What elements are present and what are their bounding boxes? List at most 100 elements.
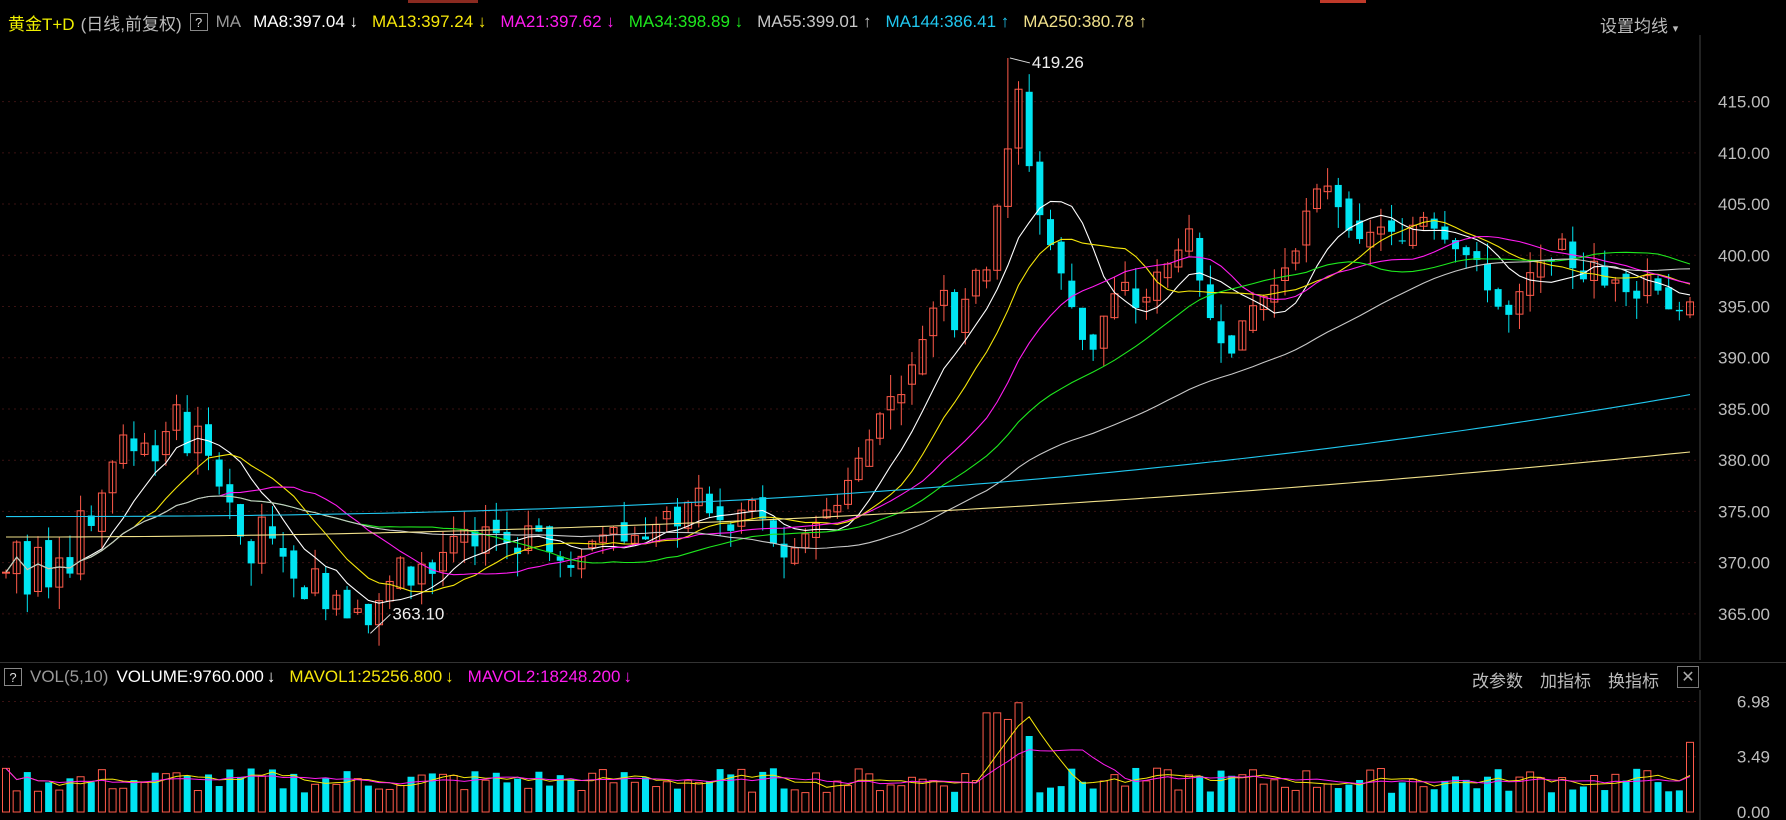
volume-bar: [2, 767, 10, 813]
volume-bar: [161, 773, 170, 813]
candle-body: [1686, 301, 1694, 316]
candle-body: [45, 540, 53, 588]
candle-body: [1473, 251, 1481, 260]
volume-bar: [1590, 775, 1599, 813]
volume-bar: [247, 768, 255, 812]
volume-value: VOLUME:9760.000: [116, 667, 264, 686]
volume-bar: [514, 778, 522, 812]
candle-body: [172, 404, 181, 431]
volume-bar: [119, 787, 128, 813]
candle-body: [1078, 307, 1086, 340]
volume-bar: [1633, 768, 1641, 812]
volume-bar: [183, 775, 191, 812]
candle-body: [322, 572, 330, 610]
candle-body: [12, 541, 21, 575]
candle-body: [694, 487, 703, 507]
candle-body: [1483, 263, 1491, 291]
volume-bar: [140, 782, 149, 813]
add-indicator-button[interactable]: 加指标: [1540, 672, 1591, 691]
volume-bar: [1099, 780, 1108, 813]
volume-bar: [332, 783, 341, 813]
y-tick-label: 410.00: [1718, 144, 1770, 163]
ma-long-line: [6, 394, 1691, 518]
candle-body: [854, 457, 863, 481]
candle-body: [1665, 287, 1673, 310]
candle-body: [620, 522, 628, 542]
candle-body: [481, 526, 490, 554]
volume-bar: [1547, 792, 1555, 812]
volume-bar: [1345, 784, 1353, 812]
candle-body: [844, 479, 852, 505]
volume-bar: [1611, 773, 1620, 813]
volume-bar: [641, 777, 649, 812]
volume-bar: [875, 790, 884, 813]
volume-bar: [215, 786, 223, 812]
volume-bar: [1185, 774, 1194, 813]
volume-chart[interactable]: 0.00 3.49 6.98: [0, 690, 1786, 820]
modify-params-button[interactable]: 改参数: [1472, 672, 1523, 691]
volume-bar: [353, 778, 362, 813]
volume-bar: [1483, 776, 1491, 812]
ma-line: [5, 219, 1691, 593]
volume-bar: [1526, 771, 1535, 813]
candle-body: [311, 568, 320, 594]
switch-indicator-button[interactable]: 换指标: [1608, 672, 1659, 691]
volume-bar: [66, 778, 74, 812]
candle-body: [993, 205, 1002, 271]
candle-body: [705, 493, 713, 514]
volume-bar: [1376, 768, 1385, 813]
candle-body: [140, 442, 149, 455]
volume-bar: [1601, 790, 1609, 812]
candle-body: [1142, 296, 1151, 303]
candle-body: [1217, 321, 1225, 344]
volume-bar: [716, 769, 724, 812]
candle-body: [108, 461, 117, 494]
candle-body: [1068, 280, 1076, 308]
candle-body: [279, 548, 287, 557]
volume-bar: [1505, 790, 1513, 812]
candle-body: [1590, 260, 1599, 281]
volume-bar: [1441, 780, 1449, 812]
volume-bar: [1163, 769, 1172, 813]
y-tick-label: 415.00: [1718, 93, 1770, 112]
set-ma-label: 设置均线: [1600, 17, 1668, 36]
candle-body: [1388, 220, 1396, 232]
volume-bar: [1270, 779, 1279, 813]
volume-bar: [1356, 779, 1364, 812]
ma-legend-item: MA8:397.04 ↓: [253, 12, 359, 31]
ma-legend-item: MA34:398.89 ↓: [628, 12, 744, 31]
candle-body: [982, 269, 991, 282]
candle-body: [247, 541, 255, 564]
volume-bar: [1217, 770, 1225, 812]
instrument-title: 黄金T+D: [8, 14, 75, 34]
volume-bar: [620, 772, 628, 812]
price-chart[interactable]: 365.00 370.00 375.00 380.00 385.00 390.00 395.…: [0, 35, 1786, 660]
volume-bar: [1675, 790, 1683, 812]
close-icon[interactable]: ✕: [1677, 666, 1699, 688]
vol-help-icon[interactable]: ?: [4, 668, 22, 686]
volume-bar: [364, 785, 372, 812]
volume-bar: [1494, 769, 1502, 812]
candle-body: [503, 531, 511, 543]
set-ma-button[interactable]: 设置均线 ▾: [1600, 12, 1678, 37]
top-tab-marker: [408, 0, 478, 3]
candle-body: [1622, 273, 1630, 293]
volume-bar: [1291, 789, 1300, 813]
candle-body: [1356, 220, 1364, 240]
vol-y-tick-label: 3.49: [1737, 748, 1770, 767]
volume-bar: [76, 776, 85, 813]
volume-bar: [23, 772, 31, 812]
help-icon[interactable]: ?: [189, 13, 208, 31]
candle-body: [151, 445, 159, 462]
volume-bar: [108, 788, 117, 813]
vol-y-tick-label: 6.98: [1737, 692, 1770, 711]
volume-bar: [279, 788, 287, 812]
volume-bar: [1665, 791, 1673, 812]
candle-body: [673, 506, 681, 527]
volume-bar: [417, 774, 426, 813]
candle-body: [1036, 161, 1044, 216]
candle-body: [769, 520, 777, 544]
candle-body: [716, 506, 724, 521]
volume-bar: [1280, 786, 1289, 813]
volume-bar: [759, 771, 767, 812]
